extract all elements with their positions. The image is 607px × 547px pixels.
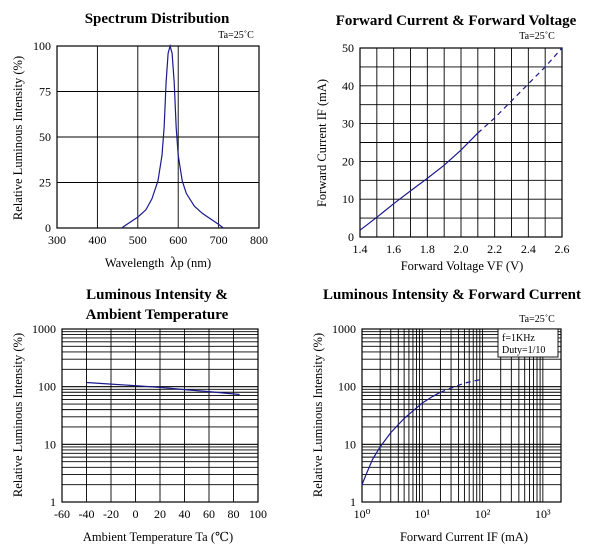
y-tick-label: 1	[50, 495, 56, 509]
plot-frame	[359, 47, 563, 238]
plot-frame	[56, 45, 260, 229]
y-tick-label: 1	[350, 495, 356, 509]
x-axis-label: Forward Current IF (mA)	[400, 530, 528, 544]
series-lines	[86, 381, 240, 396]
chart-note: Ta=25˚C	[519, 31, 555, 42]
series-line-dashed	[440, 378, 483, 393]
x-tick-label: 80	[228, 507, 240, 521]
tick-labels: -60 -40 -20 0 20 40 60 80 100 1 10 100 1000	[32, 322, 267, 521]
x-tick-label: 300	[48, 233, 66, 247]
y-tick-label: 1000	[332, 322, 356, 336]
x-tick-label: 800	[250, 233, 268, 247]
x-tick-label: 600	[169, 233, 187, 247]
x-tick-label: -40	[79, 507, 95, 521]
series-line-solid	[359, 132, 479, 231]
lambda-symbol: λ	[170, 255, 178, 271]
series-line	[86, 381, 240, 396]
y-tick-label: 30	[342, 117, 354, 131]
y-tick-label: 40	[342, 79, 354, 93]
chart-title: Luminous Intensity & Forward Current	[323, 287, 581, 303]
series-line-solid	[361, 391, 441, 485]
x-tick-label: 1.6	[386, 242, 401, 256]
x-tick-label: 500	[129, 233, 147, 247]
y-tick-label: 10	[344, 437, 356, 451]
y-tick-label: 75	[39, 85, 51, 99]
x-tick-label: 10²	[475, 507, 491, 521]
x-axis-label: Forward Voltage VF (V)	[401, 259, 524, 273]
x-axis-label: Wavelength λp (nm)	[105, 255, 211, 271]
chart-title-line-1: Luminous Intensity &	[86, 287, 228, 303]
y-axis-label: Relative Luminous Intensity (%)	[311, 333, 325, 497]
y-tick-label: 50	[39, 130, 51, 144]
y-tick-label: 50	[342, 41, 354, 55]
y-tick-label: 25	[39, 176, 51, 190]
y-tick-label: 0	[45, 221, 51, 235]
conditions-line-2: Duty=1/10	[502, 345, 545, 356]
y-tick-label: 100	[33, 39, 51, 53]
grid	[361, 328, 562, 503]
grid	[61, 328, 259, 503]
series-line	[121, 43, 224, 229]
spectrum-distribution-chart: Spectrum Distribution Ta=25˚C Relative L…	[11, 11, 268, 271]
y-tick-label: 1000	[32, 322, 56, 336]
y-tick-label: 10	[342, 192, 354, 206]
y-axis-label: Relative Luminous Intensity (%)	[11, 56, 25, 220]
x-tick-label: 60	[203, 507, 215, 521]
series-line-dashed	[477, 47, 563, 134]
chart-note: Ta=25˚C	[218, 30, 254, 41]
x-tick-label: 400	[88, 233, 106, 247]
intensity-temperature-chart: Luminous Intensity & Ambient Temperature…	[11, 287, 267, 544]
plot-frame	[361, 328, 562, 503]
chart-title-line-2: Ambient Temperature	[86, 307, 229, 323]
x-tick-label: 100	[249, 507, 267, 521]
x-tick-label: 10³	[535, 507, 551, 521]
y-tick-label: 0	[348, 230, 354, 244]
chart-note: Ta=25˚C	[519, 314, 555, 325]
series-lines	[121, 43, 224, 229]
x-tick-label: 2.6	[555, 242, 570, 256]
y-tick-label: 100	[338, 380, 356, 394]
x-axis-label: Ambient Temperature Ta (℃)	[83, 530, 233, 544]
x-tick-label: 700	[210, 233, 228, 247]
y-tick-label: 10	[44, 437, 56, 451]
conditions-box-frame	[497, 328, 559, 358]
series-lines	[359, 47, 563, 231]
grid	[56, 45, 260, 229]
conditions-line-1: f=1KHz	[502, 333, 535, 344]
grid	[359, 47, 563, 238]
intensity-current-chart: Luminous Intensity & Forward Current Ta=…	[311, 287, 581, 544]
tick-labels: 10⁰ 10¹ 10² 10³ 1 10 100 1000	[332, 322, 551, 521]
x-tick-label: -20	[103, 507, 119, 521]
x-tick-label: 0	[133, 507, 139, 521]
conditions-box: f=1KHz Duty=1/10	[497, 328, 559, 358]
y-tick-label: 100	[38, 380, 56, 394]
plot-frame	[61, 328, 259, 503]
y-tick-label: 20	[342, 154, 354, 168]
tick-labels: 300 400 500 600 700 800 0 25 50 75 100	[33, 39, 268, 247]
x-tick-label: 2.0	[454, 242, 469, 256]
forward-current-voltage-chart: Forward Current & Forward Voltage Ta=25˚…	[315, 13, 577, 273]
x-tick-label: 10⁰	[354, 507, 371, 521]
x-tick-label: 1.4	[353, 242, 368, 256]
x-tick-label: 20	[154, 507, 166, 521]
chart-title: Forward Current & Forward Voltage	[336, 13, 577, 29]
x-tick-label: 1.8	[420, 242, 435, 256]
x-tick-label: 2.2	[487, 242, 502, 256]
x-tick-label: 40	[179, 507, 191, 521]
x-tick-label: 2.4	[521, 242, 536, 256]
series-lines	[361, 378, 483, 485]
y-axis-label: Forward Current IF (mA)	[315, 79, 329, 207]
chart-title: Spectrum Distribution	[85, 11, 230, 27]
x-axis-label-text: Wavelength	[105, 256, 165, 270]
tick-labels: 1.4 1.6 1.8 2.0 2.2 2.4 2.6 0 10 20 30 40 50	[342, 41, 570, 256]
x-tick-label: 10¹	[414, 507, 430, 521]
x-tick-label: -60	[54, 507, 70, 521]
x-axis-label-suffix: p (nm)	[177, 256, 211, 270]
y-axis-label: Relative Luminous Intensity (%)	[11, 333, 25, 497]
